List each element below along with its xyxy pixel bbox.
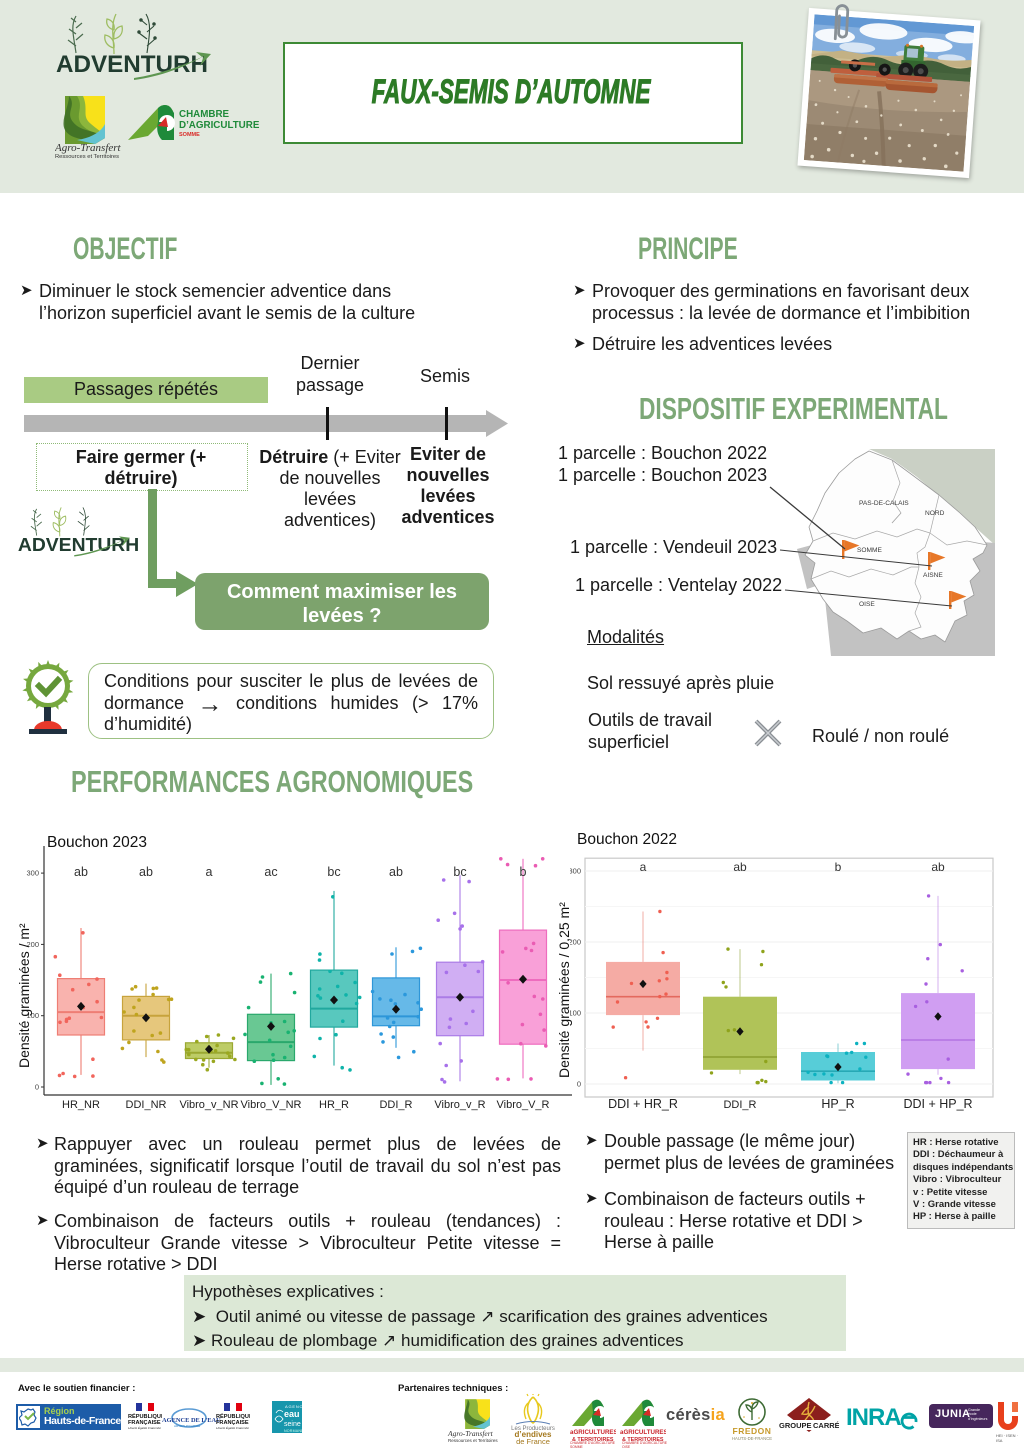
svg-text:Les Producteurs: Les Producteurs xyxy=(511,1426,555,1432)
svg-text:300: 300 xyxy=(26,869,39,878)
svg-text:a: a xyxy=(640,860,647,874)
svg-text:OISE: OISE xyxy=(859,601,875,608)
svg-text:RÉPUBLIQUE: RÉPUBLIQUE xyxy=(128,1412,162,1420)
svg-text:SOMME: SOMME xyxy=(857,547,883,554)
svg-text:FRANÇAISE: FRANÇAISE xyxy=(128,1420,161,1426)
svg-text:bc: bc xyxy=(453,865,466,879)
svg-text:& TERRITOIRES: & TERRITOIRES xyxy=(572,1437,614,1443)
svg-text:d’endives: d’endives xyxy=(515,1430,552,1439)
svg-text:Liberté Égalité Fraternité: Liberté Égalité Fraternité xyxy=(216,1425,249,1430)
svg-text:HP_R: HP_R xyxy=(821,1097,854,1111)
svg-text:INRA: INRA xyxy=(846,1404,901,1431)
svg-text:bc: bc xyxy=(327,865,340,879)
svg-text:ADVENTURH: ADVENTURH xyxy=(18,534,139,555)
svg-text:CARRÉ: CARRÉ xyxy=(813,1421,839,1430)
svg-text:ab: ab xyxy=(931,860,945,874)
svg-text:GROUPE: GROUPE xyxy=(779,1421,812,1430)
svg-text:DDI + HP_R: DDI + HP_R xyxy=(903,1097,972,1111)
svg-text:ab: ab xyxy=(74,865,88,879)
svg-text:Vibro_V_NR: Vibro_V_NR xyxy=(241,1099,302,1111)
svg-text:200: 200 xyxy=(26,940,39,949)
svg-text:DDI_NR: DDI_NR xyxy=(126,1099,167,1111)
svg-text:NORD: NORD xyxy=(925,510,945,517)
svg-text:NORMANDIE: NORMANDIE xyxy=(284,1429,302,1433)
svg-text:0: 0 xyxy=(35,1083,39,1092)
svg-text:SOMME: SOMME xyxy=(179,132,200,138)
svg-text:& TERRITOIRES: & TERRITOIRES xyxy=(622,1437,664,1443)
svg-text:ab: ab xyxy=(389,865,403,879)
svg-text:b: b xyxy=(520,865,527,879)
svg-text:ab: ab xyxy=(139,865,153,879)
svg-text:a: a xyxy=(206,865,213,879)
svg-text:Vibro_v_NR: Vibro_v_NR xyxy=(179,1099,238,1111)
svg-text:0: 0 xyxy=(577,1080,581,1089)
svg-text:eau: eau xyxy=(284,1409,300,1419)
svg-text:ARTOIS·PICARDIE: ARTOIS·PICARDIE xyxy=(174,1424,200,1428)
svg-text:DDI_R: DDI_R xyxy=(723,1099,756,1111)
svg-text:b: b xyxy=(835,860,842,874)
svg-text:AGENCE DE L’EAU: AGENCE DE L’EAU xyxy=(162,1417,221,1424)
svg-text:ab: ab xyxy=(733,860,747,874)
svg-text:HR_R: HR_R xyxy=(319,1099,349,1111)
svg-text:HAUTS-DE-FRANCE: HAUTS-DE-FRANCE xyxy=(732,1436,772,1441)
svg-text:FRANÇAISE: FRANÇAISE xyxy=(216,1420,249,1426)
svg-text:ADVENTURH: ADVENTURH xyxy=(56,51,208,78)
svg-text:aGRICULTURES: aGRICULTURES xyxy=(570,1429,616,1436)
svg-text:DDI + HR_R: DDI + HR_R xyxy=(608,1097,678,1111)
svg-text:Vibro_V_R: Vibro_V_R xyxy=(497,1099,550,1111)
svg-text:100: 100 xyxy=(26,1011,39,1020)
svg-text:200: 200 xyxy=(570,938,581,947)
svg-text:HR_NR: HR_NR xyxy=(62,1099,100,1111)
svg-text:Liberté Égalité Fraternité: Liberté Égalité Fraternité xyxy=(128,1425,161,1430)
svg-text:D’AGRICULTURE: D’AGRICULTURE xyxy=(179,120,260,131)
svg-text:aGRICULTURES: aGRICULTURES xyxy=(620,1429,666,1436)
svg-text:AISNE: AISNE xyxy=(923,572,943,579)
svg-text:Agro-Transfert: Agro-Transfert xyxy=(55,142,122,154)
svg-text:AGENCE: AGENCE xyxy=(285,1404,302,1409)
svg-text:Vibro_v_R: Vibro_v_R xyxy=(434,1099,485,1111)
svg-text:300: 300 xyxy=(570,867,581,876)
svg-text:PAS-DE-CALAIS: PAS-DE-CALAIS xyxy=(859,500,909,507)
svg-text:RÉPUBLIQUE: RÉPUBLIQUE xyxy=(216,1412,250,1420)
svg-text:de France: de France xyxy=(516,1437,550,1445)
svg-text:DDI_R: DDI_R xyxy=(379,1099,412,1111)
svg-text:ac: ac xyxy=(264,865,277,879)
svg-text:Ressources et Territoires: Ressources et Territoires xyxy=(55,154,119,160)
svg-text:FREDON: FREDON xyxy=(733,1426,772,1436)
svg-text:seine: seine xyxy=(284,1421,301,1428)
svg-text:100: 100 xyxy=(570,1009,581,1018)
svg-text:CHAMBRE: CHAMBRE xyxy=(179,109,230,120)
